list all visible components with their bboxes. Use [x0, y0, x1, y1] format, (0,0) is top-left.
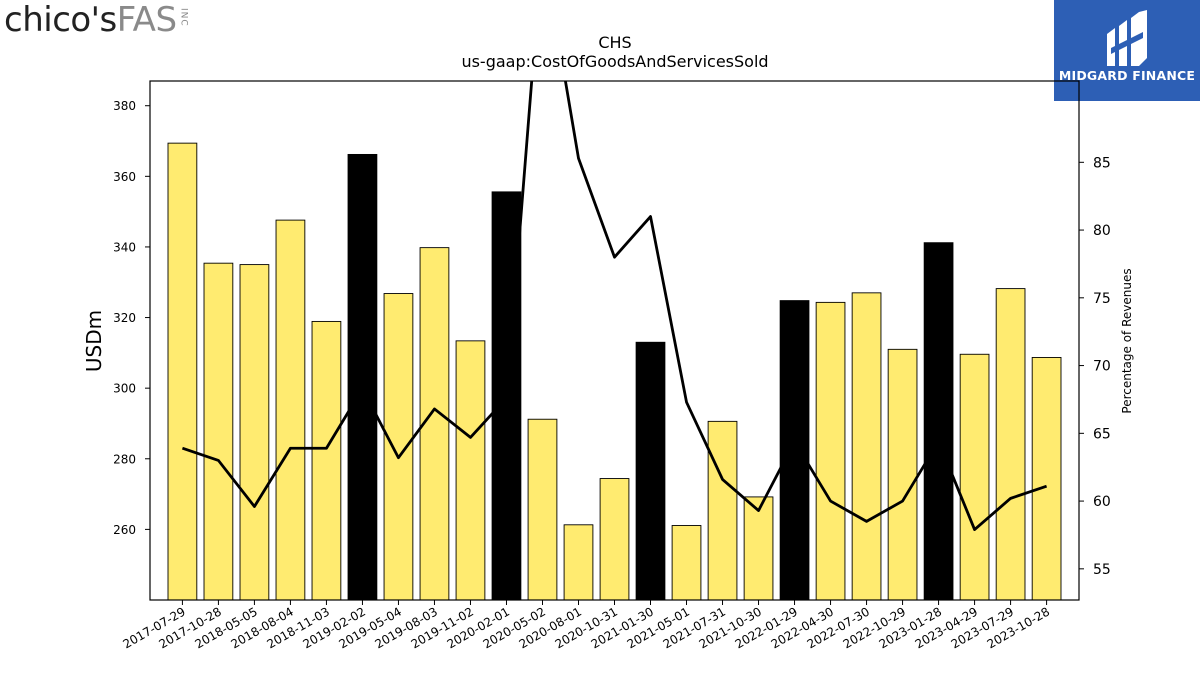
line-layer [181, 81, 1048, 531]
bar [1031, 357, 1062, 601]
y-axis-left: 260 280 300 320 340 360 380 [113, 99, 150, 537]
bar [815, 301, 846, 601]
chart-subtitle: us-gaap:CostOfGoodsAndServicesSold [461, 52, 768, 71]
y2-tick-label: 65 [1093, 426, 1111, 442]
company-logo-text: chico'sFAS [4, 0, 177, 40]
bar [851, 292, 882, 601]
bar [743, 496, 774, 601]
y-tick-label: 360 [113, 170, 136, 184]
bar [347, 153, 378, 601]
y-axis-right: 55 60 65 70 75 80 85 [1079, 155, 1111, 578]
bar [635, 341, 666, 601]
bar [311, 320, 342, 601]
bar [383, 293, 414, 601]
y2-tick-label: 60 [1093, 494, 1111, 510]
bar [527, 418, 558, 601]
partner-logo: MIDGARD FINANCE [1054, 0, 1200, 101]
bar [959, 353, 990, 601]
bar [779, 300, 810, 601]
bar [671, 525, 702, 601]
y-tick-label: 280 [113, 452, 136, 466]
bar [275, 219, 306, 601]
y-tick-label: 340 [113, 240, 136, 254]
bar [707, 420, 738, 601]
y-tick-label: 260 [113, 523, 136, 537]
y2-tick-label: 55 [1093, 562, 1111, 578]
x-axis: 2017-07-292017-10-282018-05-052018-08-04… [121, 600, 1052, 651]
midgard-logo-icon [1107, 10, 1147, 66]
bar [995, 288, 1026, 601]
bar-layer [167, 142, 1062, 601]
y2-tick-label: 80 [1093, 223, 1111, 239]
bar [167, 142, 198, 601]
company-logo-suffix: INC [178, 8, 189, 27]
y-tick-label: 320 [113, 311, 136, 325]
bar [923, 242, 954, 601]
y-tick-label: 300 [113, 382, 136, 396]
y-axis-label: USDm [82, 310, 106, 372]
y2-tick-label: 75 [1093, 291, 1111, 307]
chart-title: CHS [598, 33, 631, 52]
y2-tick-label: 85 [1093, 155, 1111, 171]
bar [563, 524, 594, 601]
y2-axis-label: Percentage of Revenues [1120, 268, 1134, 413]
bar [887, 348, 918, 601]
y2-tick-label: 70 [1093, 359, 1111, 375]
y-tick-label: 380 [113, 99, 136, 113]
series-line [181, 81, 1048, 531]
bar [455, 340, 486, 601]
bar [203, 262, 234, 601]
bar [239, 264, 270, 601]
company-logo: chico'sFAS INC [4, 2, 189, 42]
bar [599, 478, 630, 601]
partner-logo-name: MIDGARD FINANCE [1058, 68, 1196, 83]
